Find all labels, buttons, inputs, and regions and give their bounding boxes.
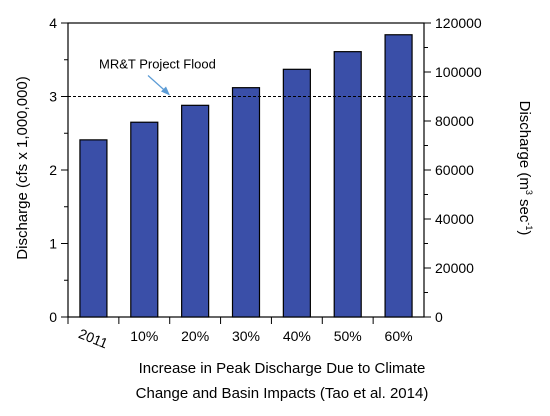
bar-0 — [79, 139, 108, 318]
bars-group — [79, 34, 413, 318]
y-tick-label: 0 — [49, 309, 57, 325]
left-axis-ticks: 0 1 2 3 4 — [49, 15, 68, 325]
x-tick-label: 30% — [232, 328, 260, 344]
y-axis-title: Discharge (cfs x 1,000,000) — [14, 76, 31, 259]
reference-line-label: MR&T Project Flood — [99, 57, 216, 72]
annotation-arrowhead — [161, 86, 170, 96]
bar-1 — [130, 121, 159, 318]
x-axis-title-line2: Change and Basin Impacts (Tao et al. 201… — [136, 385, 429, 402]
y2-tick-label: 40000 — [435, 211, 474, 227]
x-tick-label: 20% — [181, 328, 209, 344]
y2-tick-label: 100000 — [435, 64, 482, 80]
x-tick-label: 60% — [385, 328, 413, 344]
y2-tick-label: 60000 — [435, 162, 474, 178]
bar-4 — [282, 68, 311, 318]
bar-5 — [333, 51, 362, 318]
x-tick-label: 2011 — [76, 325, 110, 351]
y2-tick-label: 80000 — [435, 113, 474, 129]
y2-title-main: Discharge (m — [516, 101, 533, 190]
y2-axis-title: Discharge (m3 sec-1) — [516, 101, 534, 236]
y2-tick-label: 20000 — [435, 260, 474, 276]
y2-title-end: ) — [516, 230, 533, 235]
x-axis-ticks: 2011 10% 20% 30% 40% 50% 60% — [67, 317, 413, 351]
y2-title-sup2: -1 — [524, 222, 534, 230]
x-tick-label: 50% — [334, 328, 362, 344]
y2-title-sup1: 3 — [524, 190, 534, 195]
y-tick-label: 1 — [49, 236, 57, 252]
y2-tick-label: 120000 — [435, 15, 482, 31]
bar-6 — [384, 34, 413, 318]
y-tick-label: 2 — [49, 162, 57, 178]
y2-title-mid: sec — [516, 195, 533, 223]
x-tick-label: 40% — [283, 328, 311, 344]
bar-2 — [181, 104, 210, 318]
x-axis-title-line1: Increase in Peak Discharge Due to Climat… — [139, 360, 426, 377]
x-tick-label: 10% — [130, 328, 158, 344]
y2-tick-label: 0 — [435, 309, 443, 325]
y-tick-label: 3 — [49, 89, 57, 105]
right-axis-ticks: 0 20000 40000 60000 80000 100000 120000 — [424, 15, 482, 325]
y-tick-label: 4 — [49, 15, 57, 31]
bar-3 — [231, 87, 261, 318]
